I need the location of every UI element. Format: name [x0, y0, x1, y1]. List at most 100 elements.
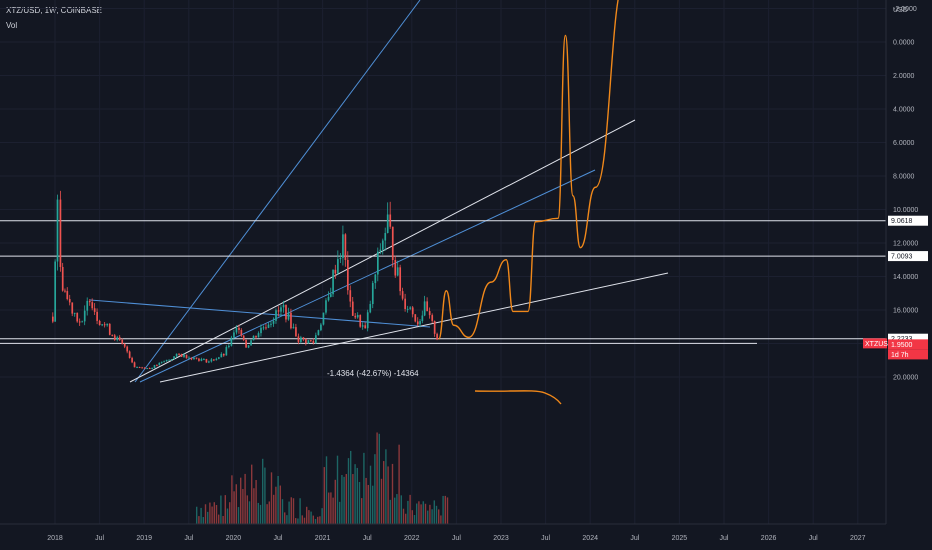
- candle-body: [302, 337, 305, 339]
- candle-body: [406, 308, 409, 310]
- time-tick-label: 2019: [136, 535, 152, 542]
- price-tick-label: 20.0000: [893, 375, 918, 382]
- candle-body: [359, 315, 362, 327]
- candle-body: [143, 367, 146, 369]
- candle-body: [346, 259, 349, 291]
- candle-body: [151, 368, 153, 370]
- time-tick-label: Jul: [184, 535, 193, 542]
- candle-body: [270, 323, 272, 325]
- candle-body: [267, 324, 270, 328]
- volume-bar: [345, 473, 347, 524]
- candle-body: [317, 330, 320, 336]
- price-tag-label: 7.0093: [891, 254, 913, 261]
- candle-body: [116, 337, 119, 340]
- candle-body: [327, 296, 330, 301]
- volume-bar: [347, 458, 350, 524]
- volume-bar: [244, 473, 246, 524]
- volume-bar: [264, 467, 266, 524]
- trend-lines: [89, 0, 669, 383]
- candle-body: [225, 347, 228, 356]
- candle-body: [394, 260, 397, 276]
- candle-body: [332, 269, 334, 295]
- candle-body: [401, 291, 404, 299]
- volume-bar: [363, 452, 365, 524]
- candle-body: [325, 300, 327, 313]
- volume-bar: [275, 486, 277, 524]
- volume-bar: [218, 514, 220, 524]
- volume-bar: [420, 504, 422, 524]
- price-tick-label: 8.0000: [893, 174, 915, 181]
- time-tick-label: Jul: [809, 535, 818, 542]
- time-tick-label: Jul: [541, 535, 550, 542]
- candle-body: [386, 214, 389, 234]
- candle-body: [64, 290, 66, 292]
- candle-body: [123, 343, 126, 347]
- volume-bar: [246, 495, 248, 524]
- candle-body: [213, 359, 215, 361]
- chart-symbol-header: XTZ/USD, 1W, COINBASE: [6, 6, 103, 15]
- candle-body: [351, 301, 354, 316]
- volume-bar: [372, 485, 374, 524]
- candle-body: [257, 333, 260, 338]
- volume-bar: [235, 484, 237, 524]
- candle-body: [290, 312, 292, 329]
- candle-body: [56, 199, 59, 262]
- horizontal-lines: [0, 220, 886, 344]
- candle-body: [91, 302, 94, 309]
- volume-bar: [229, 502, 231, 524]
- measure-annotation-group: -1.4364 (-42.67%) -14364: [327, 369, 419, 378]
- candle-body: [297, 336, 300, 342]
- candle-body: [185, 354, 188, 359]
- volume-bar: [297, 518, 299, 524]
- price-tag-bg: [888, 215, 928, 226]
- volume-bar: [292, 498, 295, 524]
- volume-bar: [413, 515, 416, 524]
- candle-body: [416, 321, 419, 325]
- volume-bar: [215, 504, 218, 524]
- volume-bar: [224, 495, 226, 524]
- candle-body: [247, 345, 250, 348]
- candle-body: [106, 323, 109, 326]
- candle-body: [158, 362, 161, 366]
- volume-bar: [352, 474, 354, 524]
- volume-bar: [222, 515, 224, 524]
- volume-bar: [394, 497, 396, 524]
- candle-body: [374, 274, 377, 284]
- volume-bar: [325, 456, 328, 524]
- volume-bar: [207, 511, 209, 524]
- volume-bar: [268, 501, 270, 524]
- candle-body: [52, 316, 54, 322]
- volume-bar: [361, 498, 363, 524]
- price-tag-label: 1d 7h: [891, 352, 909, 359]
- trend-line: [134, 0, 421, 383]
- candle-body: [198, 358, 200, 361]
- time-tick-label: Jul: [274, 535, 283, 542]
- volume-bar: [356, 467, 358, 524]
- candle-body: [210, 359, 213, 362]
- price-tick-label: 6.0000: [893, 140, 915, 147]
- candle-body: [337, 259, 339, 274]
- candle-body: [379, 249, 382, 252]
- volume-bar: [380, 478, 383, 524]
- candle-body: [160, 361, 163, 363]
- candle-body: [88, 300, 91, 303]
- volume-bar: [314, 518, 317, 524]
- projection-drawing: [438, 0, 619, 405]
- measure-annotation: -1.4364 (-42.67%) -14364: [327, 369, 419, 378]
- candle-body: [235, 327, 238, 333]
- volume-bar: [295, 518, 297, 524]
- candle-body: [282, 304, 285, 308]
- candle-body: [391, 226, 394, 261]
- candle-body: [329, 294, 332, 297]
- candle-body: [315, 335, 317, 343]
- price-tag-bg: [888, 251, 928, 262]
- candle-body: [242, 335, 245, 340]
- candle-body: [131, 357, 133, 363]
- volume-bar: [343, 476, 345, 524]
- time-tick-label: 2026: [761, 535, 777, 542]
- candle-body: [190, 357, 193, 360]
- volume-bar: [281, 499, 284, 524]
- candle-body: [389, 214, 392, 227]
- volume-bar: [334, 479, 336, 524]
